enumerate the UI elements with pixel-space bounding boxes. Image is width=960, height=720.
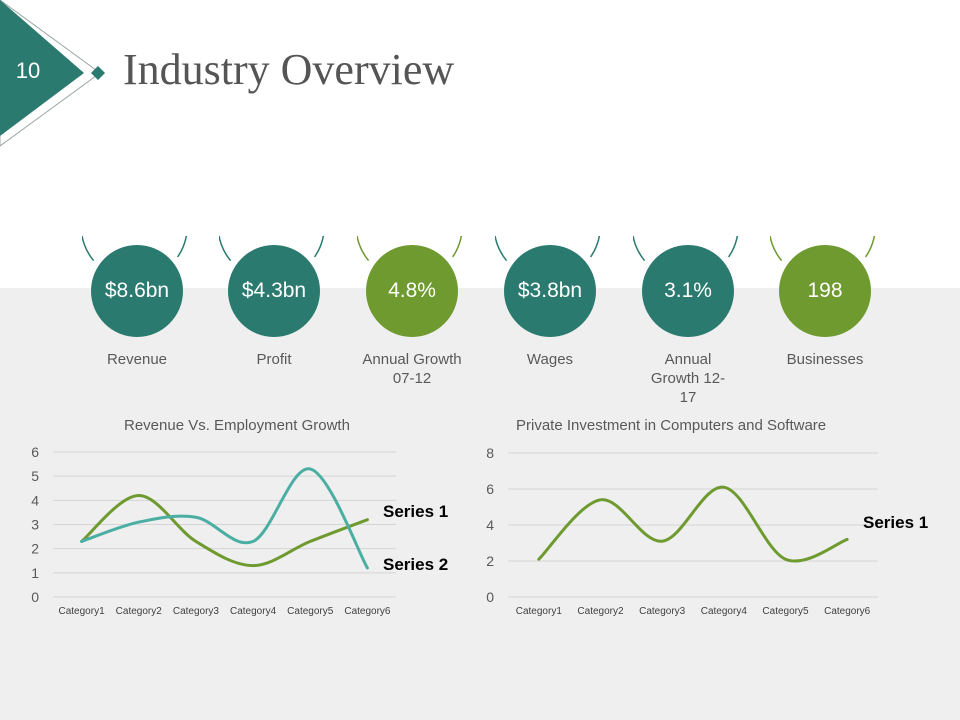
kpi-value: $4.3bn <box>241 279 307 302</box>
kpi-ring-icon <box>357 236 463 337</box>
kpi-ring-icon <box>633 236 739 337</box>
kpi-profit: $4.3bn Profit <box>219 236 329 369</box>
y-tick-label: 8 <box>486 445 494 461</box>
x-tick-label: Category6 <box>344 606 391 617</box>
y-tick-label: 6 <box>31 444 39 460</box>
kpi-label: Wages <box>526 351 574 368</box>
chart-1-series-2-label: Series 2 <box>383 555 449 574</box>
kpi-value: 3.1% <box>664 279 712 302</box>
kpi-ring-icon <box>82 236 188 337</box>
badge-triangle <box>0 0 84 136</box>
y-tick-label: 0 <box>31 589 39 605</box>
badge-outline <box>0 0 101 147</box>
chart-1-title: Revenue Vs. Employment Growth <box>124 417 350 434</box>
kpi-disc <box>504 245 596 337</box>
x-tick-label: Category1 <box>516 606 563 617</box>
x-tick-label: Category2 <box>116 606 163 617</box>
kpi-label: Businesses <box>786 351 864 368</box>
y-tick-label: 2 <box>486 553 494 569</box>
y-tick-label: 1 <box>31 565 39 581</box>
series-line-1 <box>80 493 369 568</box>
y-tick-label: 4 <box>31 492 39 508</box>
content-background <box>0 288 960 720</box>
kpi-revenue: $8.6bn Revenue <box>82 236 192 369</box>
kpi-label: Annual Growth 07-12 <box>362 351 462 387</box>
y-tick-label: 4 <box>486 517 494 533</box>
series-line-1 <box>537 485 849 563</box>
slide-number-badge <box>0 0 105 147</box>
chart-revenue-vs-employment: 0 1 2 3 4 5 6 Category1 Category2 Category3 Catego… <box>31 444 396 617</box>
kpi-disc <box>228 245 320 337</box>
kpi-disc <box>91 245 183 337</box>
x-tick-label: Category1 <box>59 606 106 617</box>
kpi-ring-icon <box>495 236 601 337</box>
kpi-value: $3.8bn <box>517 279 583 302</box>
kpi-label: Annual Growth 12-17 <box>650 351 726 406</box>
kpi-value: $8.6bn <box>104 279 170 302</box>
y-tick-label: 0 <box>486 589 494 605</box>
x-tick-label: Category4 <box>230 606 277 617</box>
kpi-disc <box>779 245 871 337</box>
kpi-wages: $3.8bn Wages <box>495 236 605 369</box>
x-tick-label: Category4 <box>701 606 748 617</box>
chart-2-series-1-label: Series 1 <box>863 513 929 532</box>
x-tick-label: Category5 <box>762 606 809 617</box>
kpi-ring-icon <box>770 236 876 337</box>
chart-2-title: Private Investment in Computers and Soft… <box>516 417 827 434</box>
kpi-label: Profit <box>256 351 292 368</box>
kpi-disc <box>366 245 458 337</box>
slide-number: 10 <box>15 58 41 83</box>
x-tick-label: Category3 <box>173 606 220 617</box>
chart-private-investment: 0 2 4 6 8 Category1 Category2 Category3 Category… <box>486 445 878 617</box>
kpi-label: Revenue <box>106 351 168 368</box>
diamond-icon <box>91 66 105 80</box>
chart-1-series-1-label: Series 1 <box>383 502 449 521</box>
x-tick-label: Category5 <box>287 606 334 617</box>
kpi-value: 4.8% <box>388 279 436 302</box>
x-tick-label: Category3 <box>639 606 686 617</box>
kpi-annual-growth-12-17: 3.1% Annual Growth 12-17 <box>633 236 743 407</box>
y-tick-label: 6 <box>486 481 494 497</box>
series-line-2 <box>80 467 369 570</box>
x-tick-label: Category6 <box>824 606 871 617</box>
page-title: Industry Overview <box>123 45 455 94</box>
y-tick-label: 2 <box>31 541 39 557</box>
kpi-ring-icon <box>219 236 325 337</box>
kpi-businesses: 198 Businesses <box>770 236 880 369</box>
x-tick-label: Category2 <box>577 606 624 617</box>
kpi-disc <box>642 245 734 337</box>
y-tick-label: 3 <box>31 517 39 533</box>
kpi-annual-growth-07-12: 4.8% Annual Growth 07-12 <box>357 236 467 388</box>
kpi-value: 198 <box>807 279 843 302</box>
y-tick-label: 5 <box>31 468 39 484</box>
